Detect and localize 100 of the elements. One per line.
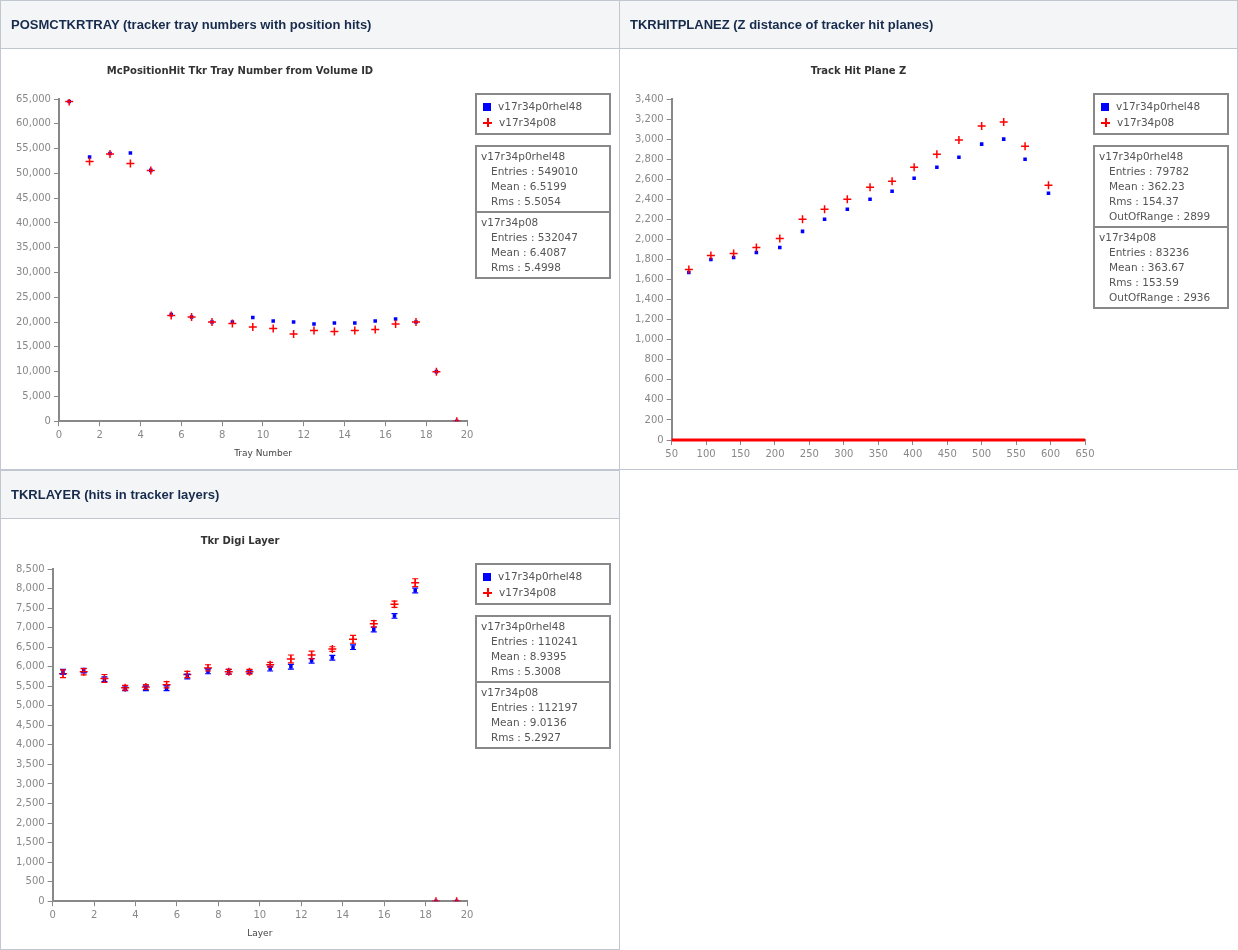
y-tick-label: 1,200	[634, 313, 664, 325]
x-tick-label: 6	[178, 428, 185, 440]
x-tick-label: 450	[937, 447, 957, 459]
y-tick-label: 20,000	[15, 315, 51, 327]
legend-label: v17r34p0rhel48	[497, 99, 584, 114]
y-tick-label: 0	[44, 414, 51, 426]
y-tick-label: 2,000	[15, 816, 45, 828]
y-tick-label: 1,500	[15, 836, 45, 848]
y-tick-label: 4,000	[15, 738, 45, 750]
x-tick-label: 20	[460, 428, 474, 440]
legend-label: v17r34p08	[498, 585, 558, 600]
y-tick-label: 6,500	[15, 640, 45, 652]
x-tick-label: 14	[338, 428, 351, 440]
y-tick-label: 15,000	[15, 340, 51, 352]
text: v17r34p08	[481, 215, 540, 230]
y-tick-label: 65,000	[15, 92, 51, 104]
y-tick-label: 200	[644, 413, 664, 425]
y-tick-label: 4,500	[15, 718, 45, 730]
text: Mean : 9.0136	[490, 715, 568, 730]
text: OutOfRange : 2899	[1108, 209, 1212, 224]
y-tick-label: 2,400	[634, 192, 664, 204]
y-tick-label: 5,500	[15, 679, 45, 691]
x-tick-label: 500	[972, 447, 992, 459]
x-tick-label: 200	[765, 447, 785, 459]
x-tick-label: 18	[419, 908, 432, 920]
y-tick-label: 1,800	[634, 253, 664, 265]
y-tick-label: 1,000	[15, 855, 45, 867]
x-tick-label: 150	[730, 447, 751, 459]
x-tick-label: 350	[868, 447, 888, 459]
x-tick-label: 2	[96, 428, 103, 440]
y-tick-label: 40,000	[15, 216, 51, 228]
y-tick-label: 3,000	[634, 132, 664, 144]
y-tick-label: 6,000	[15, 660, 45, 672]
x-axis-title: Tray Number	[233, 447, 293, 458]
y-tick-label: 7,500	[15, 601, 45, 613]
x-tick-label: 250	[799, 447, 819, 459]
y-tick-label: 35,000	[15, 241, 51, 253]
x-tick-label: 18	[419, 428, 433, 440]
x-tick-label: 10	[253, 908, 267, 920]
x-tick-label: 20	[460, 908, 474, 920]
x-tick-label: 16	[379, 428, 392, 440]
text: Entries : 110241	[490, 634, 579, 649]
y-tick-label: 5,000	[15, 699, 45, 711]
x-tick-label: 4	[132, 908, 139, 920]
chart-subtitle: McPositionHit Tkr Tray Number from Volume ID	[106, 64, 374, 76]
text: Entries : 79782	[1108, 164, 1191, 179]
y-tick-label: 800	[644, 353, 664, 365]
text: v17r34p0rhel48	[481, 619, 567, 634]
y-tick-label: 0	[38, 894, 45, 906]
y-tick-label: 500	[25, 875, 45, 887]
y-tick-label: 55,000	[15, 142, 51, 154]
x-tick-label: 650	[1075, 447, 1095, 459]
x-tick-label: 8	[215, 908, 222, 920]
legend-label: v17r34p0rhel48	[1115, 99, 1202, 114]
x-tick-label: 8	[219, 428, 226, 440]
x-tick-label: 2	[90, 908, 98, 920]
y-tick-label: 3,000	[15, 777, 45, 789]
y-tick-label: 400	[644, 393, 664, 405]
legend-label: v17r34p08	[1116, 115, 1176, 130]
y-tick-label: 25,000	[15, 290, 51, 302]
y-tick-label: 2,800	[634, 152, 664, 164]
y-tick-label: 2,000	[634, 233, 664, 245]
legend-label: v17r34p08	[498, 115, 558, 130]
y-tick-label: 7,000	[15, 621, 45, 633]
text: v17r34p08	[1099, 230, 1158, 245]
x-tick-label: 14	[336, 908, 350, 920]
x-tick-label: 600	[1041, 447, 1061, 459]
x-tick-label: 16	[377, 908, 391, 920]
text: Entries : 112197	[490, 700, 579, 715]
text: Mean : 363.67	[1108, 260, 1186, 275]
y-tick-label: 1,000	[634, 333, 664, 345]
y-tick-label: 600	[644, 373, 664, 385]
text: Mean : 8.9395	[490, 649, 568, 664]
text: v17r34p0rhel48	[1099, 149, 1185, 164]
y-tick-label: 8,000	[15, 582, 45, 594]
text: Mean : 6.4087	[490, 245, 568, 260]
y-tick-label: 1,600	[634, 273, 664, 285]
y-tick-label: 2,200	[634, 212, 664, 224]
y-tick-label: 8,500	[15, 562, 45, 574]
x-tick-label: 100	[696, 447, 716, 459]
x-tick-label: 300	[834, 447, 854, 459]
x-tick-label: 4	[137, 428, 144, 440]
text: Entries : 549010	[490, 164, 579, 179]
text: Entries : 83236	[1108, 245, 1191, 260]
y-tick-label: 2,600	[634, 172, 664, 184]
text: v17r34p0rhel48	[481, 149, 567, 164]
chart-title: TKRHITPLANEZ (Z distance of tracker hit planes)	[620, 1, 1237, 49]
text: Rms : 5.2927	[490, 730, 562, 745]
text: Mean : 362.23	[1108, 179, 1186, 194]
chart-title: POSMCTKRTRAY (tracker tray numbers with position hits)	[1, 1, 619, 49]
text: v17r34p08	[481, 685, 540, 700]
text: Rms : 5.5054	[490, 194, 562, 209]
x-tick-label: 10	[256, 428, 270, 440]
y-tick-label: 30,000	[15, 266, 51, 278]
y-tick-label: 60,000	[15, 117, 51, 129]
text: Rms : 153.59	[1108, 275, 1180, 290]
x-tick-label: 400	[903, 447, 923, 459]
text: OutOfRange : 2936	[1108, 290, 1212, 305]
x-tick-label: 50	[665, 447, 678, 459]
x-tick-label: 6	[173, 908, 181, 920]
